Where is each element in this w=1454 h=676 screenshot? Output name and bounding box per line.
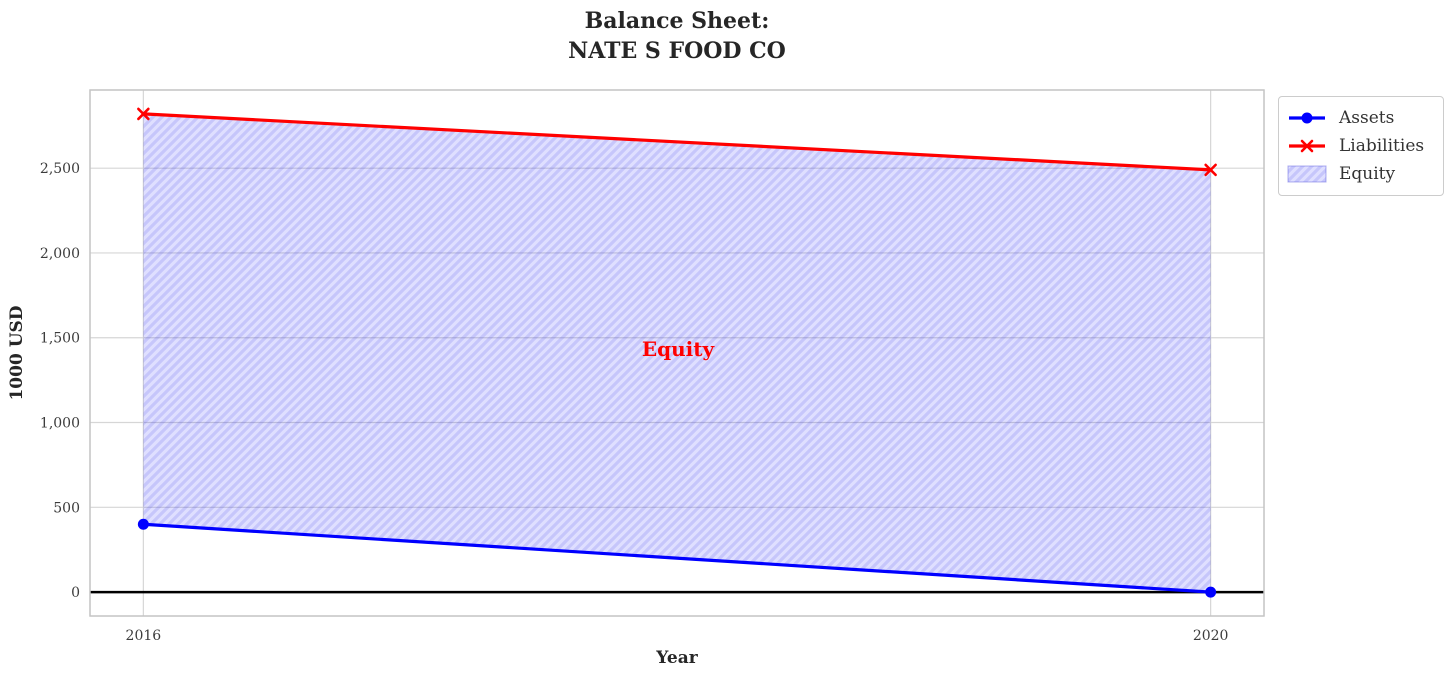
y-tick-label: 500	[53, 500, 80, 516]
y-tick-label: 2,000	[40, 246, 80, 262]
x-axis-label: Year	[655, 648, 698, 668]
assets-line-icon	[1289, 112, 1325, 124]
assets-marker	[1205, 586, 1217, 598]
liabilities-line-icon	[1289, 139, 1325, 153]
legend-label-equity: Equity	[1339, 164, 1396, 184]
x-tick-label: 2016	[126, 628, 162, 644]
legend-item-assets: Assets	[1287, 104, 1433, 132]
equity-area	[143, 113, 1211, 593]
liabilities-marker	[1204, 163, 1217, 177]
legend-marker	[1301, 112, 1313, 124]
equity-hatch-icon	[1287, 165, 1327, 183]
y-tick-label: 1,500	[40, 331, 80, 347]
assets-marker	[137, 518, 149, 530]
y-tick-label: 2,500	[40, 161, 80, 177]
legend-item-equity: Equity	[1287, 160, 1433, 188]
legend-label-liabilities: Liabilities	[1339, 136, 1425, 156]
y-tick-label: 0	[71, 585, 80, 601]
chart-title: Balance Sheet: NATE S FOOD CO	[568, 8, 786, 64]
assets-line	[141, 522, 1213, 594]
x-tick-label: 2020	[1193, 628, 1229, 644]
legend-item-liabilities: Liabilities	[1287, 132, 1433, 160]
liabilities-line	[141, 112, 1213, 172]
legend-patch	[1287, 165, 1327, 183]
legend-label-assets: Assets	[1339, 108, 1395, 128]
legend: Assets Liabilities Equity	[1278, 96, 1444, 196]
plot-border	[89, 89, 1265, 617]
y-tick-label: 1,000	[40, 416, 80, 432]
liabilities-marker	[137, 107, 150, 121]
y-axis-label: 1000 USD	[7, 305, 27, 400]
equity-annotation: Equity	[642, 337, 716, 361]
data-series	[90, 107, 1264, 598]
tick-labels: 0 500 1,000 1,500 2,000 2,500 2016 2020	[40, 161, 1229, 644]
legend-marker	[1300, 139, 1314, 153]
